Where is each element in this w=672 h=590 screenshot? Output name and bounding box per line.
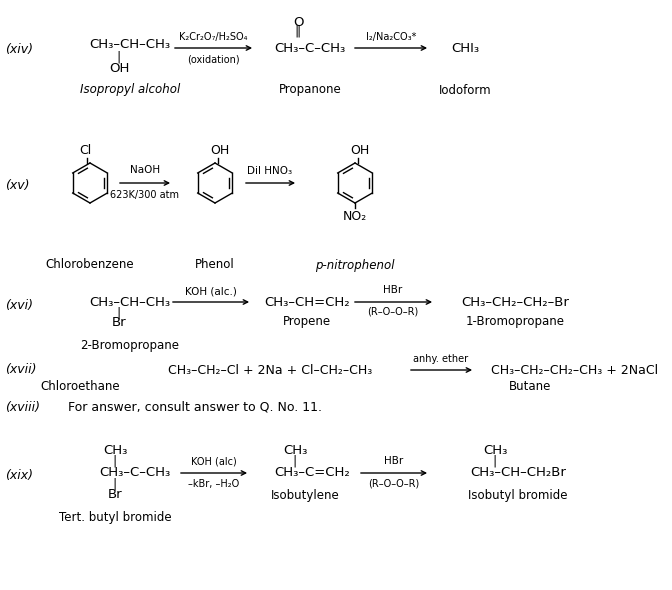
Text: Iodoform: Iodoform <box>439 84 491 97</box>
Text: |: | <box>493 454 497 467</box>
Text: KOH (alc.): KOH (alc.) <box>185 286 237 296</box>
Text: Br: Br <box>108 487 122 500</box>
Text: O: O <box>293 15 303 28</box>
Text: Propene: Propene <box>283 316 331 329</box>
Text: Dil HNO₃: Dil HNO₃ <box>247 166 292 176</box>
Text: I₂/Na₂CO₃*: I₂/Na₂CO₃* <box>366 32 416 42</box>
Text: CH₃: CH₃ <box>283 444 307 457</box>
Text: 623K/300 atm: 623K/300 atm <box>110 190 179 200</box>
Text: (xviii): (xviii) <box>5 401 40 414</box>
Text: (xvi): (xvi) <box>5 299 33 312</box>
Text: NO₂: NO₂ <box>343 211 367 224</box>
Text: Isobutyl bromide: Isobutyl bromide <box>468 490 568 503</box>
Text: CH₃–CH₂–CH₂–Br: CH₃–CH₂–CH₂–Br <box>461 296 569 309</box>
Text: Cl: Cl <box>79 145 91 158</box>
Text: p-nitrophenol: p-nitrophenol <box>315 258 394 271</box>
Text: (xiv): (xiv) <box>5 44 33 57</box>
Text: (xv): (xv) <box>5 179 30 192</box>
Text: Isobutylene: Isobutylene <box>271 490 339 503</box>
Text: |: | <box>293 454 297 467</box>
Text: (xix): (xix) <box>5 468 33 481</box>
Text: CH₃–CH–CH₃: CH₃–CH–CH₃ <box>89 296 171 309</box>
Text: (R–O–O–R): (R–O–O–R) <box>368 306 419 316</box>
Text: CH₃–CH–CH₂Br: CH₃–CH–CH₂Br <box>470 467 566 480</box>
Text: K₂Cr₂O₇/H₂SO₄: K₂Cr₂O₇/H₂SO₄ <box>179 32 247 42</box>
Text: HBr: HBr <box>383 285 403 295</box>
Text: Butane: Butane <box>509 381 551 394</box>
Text: CH₃: CH₃ <box>482 444 507 457</box>
Text: anhy. ether: anhy. ether <box>413 354 468 364</box>
Text: 1-Bromopropane: 1-Bromopropane <box>466 316 564 329</box>
Text: (R–O–O–R): (R–O–O–R) <box>368 479 419 489</box>
Text: 2-Bromopropane: 2-Bromopropane <box>81 339 179 352</box>
Text: |: | <box>113 477 117 490</box>
Text: (oxidation): (oxidation) <box>187 54 239 64</box>
Text: CHI₃: CHI₃ <box>451 41 479 54</box>
Text: Phenol: Phenol <box>195 258 235 271</box>
Text: Tert. butyl bromide: Tert. butyl bromide <box>58 512 171 525</box>
Text: Isopropyl alcohol: Isopropyl alcohol <box>80 84 180 97</box>
Text: CH₃–C=CH₂: CH₃–C=CH₂ <box>274 467 350 480</box>
Text: Chlorobenzene: Chlorobenzene <box>46 258 134 271</box>
Text: Propanone: Propanone <box>279 84 341 97</box>
Text: CH₃–CH₂–Cl + 2Na + Cl–CH₂–CH₃: CH₃–CH₂–Cl + 2Na + Cl–CH₂–CH₃ <box>168 363 372 376</box>
Text: –kBr, –H₂O: –kBr, –H₂O <box>188 479 240 489</box>
Text: Chloroethane: Chloroethane <box>40 381 120 394</box>
Text: CH₃–C–CH₃: CH₃–C–CH₃ <box>274 41 345 54</box>
Text: (xvii): (xvii) <box>5 363 36 376</box>
Text: |: | <box>117 51 121 64</box>
Text: |: | <box>117 306 121 320</box>
Text: Br: Br <box>112 316 126 329</box>
Text: |: | <box>113 454 117 467</box>
Text: HBr: HBr <box>384 456 404 466</box>
Text: OH: OH <box>350 145 370 158</box>
Text: ‖: ‖ <box>295 25 301 38</box>
Text: CH₃–CH=CH₂: CH₃–CH=CH₂ <box>264 296 350 309</box>
Text: OH: OH <box>109 61 129 74</box>
Text: OH: OH <box>210 145 230 158</box>
Text: CH₃: CH₃ <box>103 444 127 457</box>
Text: CH₃–C–CH₃: CH₃–C–CH₃ <box>99 467 171 480</box>
Text: For answer, consult answer to Q. No. 11.: For answer, consult answer to Q. No. 11. <box>68 401 322 414</box>
Text: CH₃–CH–CH₃: CH₃–CH–CH₃ <box>89 38 171 51</box>
Text: KOH (alc): KOH (alc) <box>191 456 237 466</box>
Text: NaOH: NaOH <box>130 165 160 175</box>
Text: CH₃–CH₂–CH₂–CH₃ + 2NaCl: CH₃–CH₂–CH₂–CH₃ + 2NaCl <box>491 363 659 376</box>
